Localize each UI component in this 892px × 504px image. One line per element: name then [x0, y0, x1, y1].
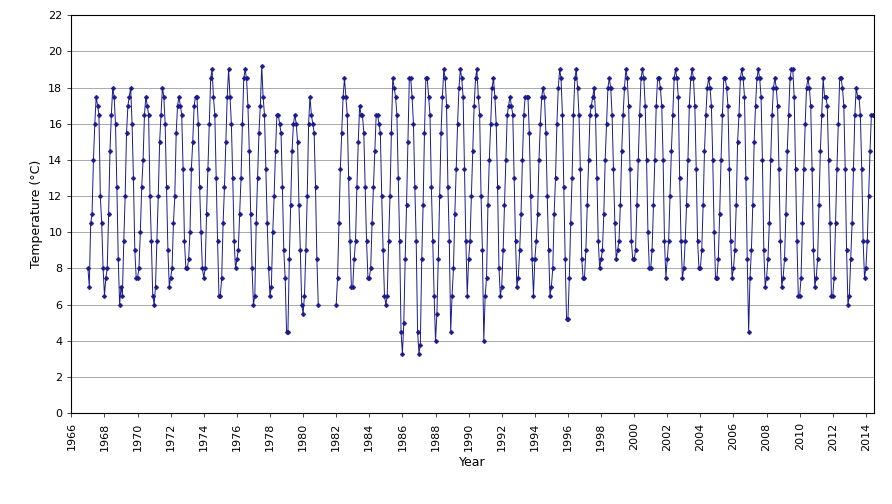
- Y-axis label: Temperature (°C): Temperature (°C): [29, 160, 43, 268]
- X-axis label: Year: Year: [459, 456, 486, 469]
